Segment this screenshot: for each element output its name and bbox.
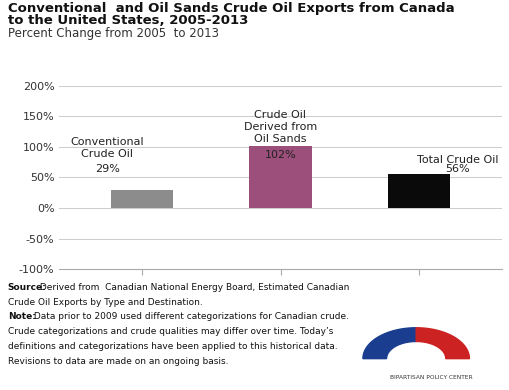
Text: Revisions to data are made on an ongoing basis.: Revisions to data are made on an ongoing…	[8, 357, 228, 366]
Text: Conventional
Crude Oil: Conventional Crude Oil	[70, 137, 144, 159]
Text: 102%: 102%	[264, 150, 296, 160]
Text: BIPARTISAN POLICY CENTER: BIPARTISAN POLICY CENTER	[389, 375, 471, 380]
Text: 56%: 56%	[445, 164, 469, 174]
Bar	[110, 190, 173, 208]
Text: Total Crude Oil: Total Crude Oil	[416, 155, 498, 165]
Text: Crude Oil Exports by Type and Destination.: Crude Oil Exports by Type and Destinatio…	[8, 298, 202, 307]
Text: 29%: 29%	[95, 165, 120, 174]
Text: Derived from  Canadian National Energy Board, Estimated Canadian: Derived from Canadian National Energy Bo…	[37, 283, 349, 292]
Text: Crude categorizations and crude qualities may differ over time. Today’s: Crude categorizations and crude qualitie…	[8, 327, 332, 336]
Text: definitions and categorizations have been applied to this historical data.: definitions and categorizations have bee…	[8, 342, 336, 351]
Polygon shape	[362, 328, 415, 359]
Text: to the United States, 2005-2013: to the United States, 2005-2013	[8, 14, 247, 27]
Text: Conventional  and Oil Sands Crude Oil Exports from Canada: Conventional and Oil Sands Crude Oil Exp…	[8, 2, 454, 15]
Polygon shape	[415, 328, 468, 359]
Text: Crude Oil
Derived from
Oil Sands: Crude Oil Derived from Oil Sands	[243, 110, 317, 144]
Text: Note:: Note:	[8, 312, 36, 321]
Text: Source:: Source:	[8, 283, 46, 292]
Bar	[249, 146, 311, 208]
Text: Data prior to 2009 used different categorizations for Canadian crude.: Data prior to 2009 used different catego…	[31, 312, 348, 321]
Bar	[387, 174, 449, 208]
Text: Percent Change from 2005  to 2013: Percent Change from 2005 to 2013	[8, 27, 218, 40]
